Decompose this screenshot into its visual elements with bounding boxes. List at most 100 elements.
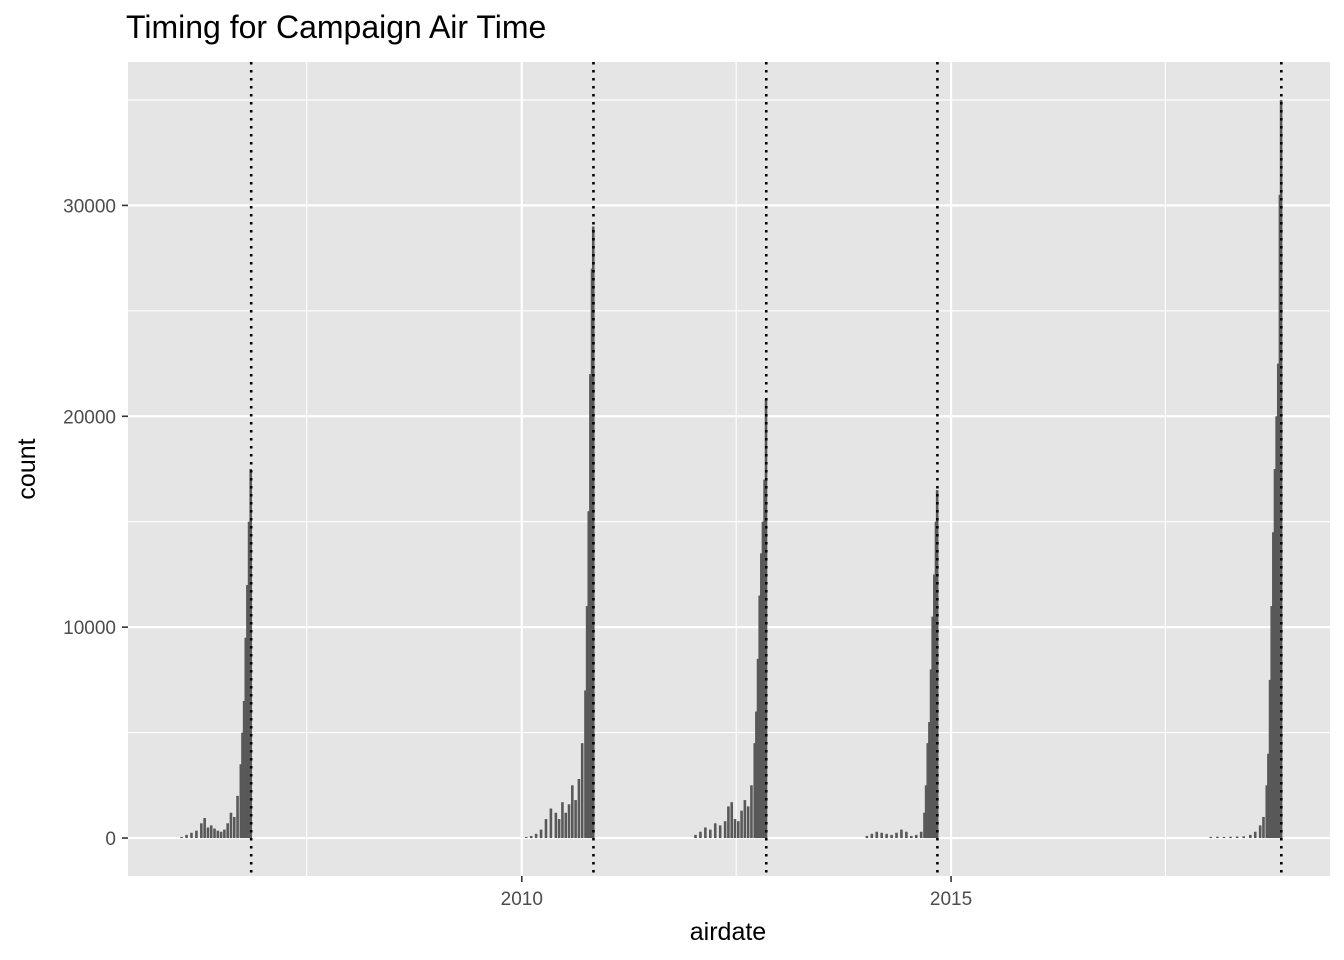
plot-panel (128, 62, 1330, 876)
bar (704, 827, 707, 839)
bar (753, 743, 757, 839)
bar (587, 511, 591, 839)
bar (1268, 679, 1272, 839)
bar (764, 399, 768, 839)
bar (694, 834, 697, 839)
y-tick-label: 0 (105, 829, 116, 850)
bar (733, 819, 737, 839)
bar (933, 574, 936, 839)
bar (740, 810, 743, 839)
bar (1262, 816, 1265, 839)
bar (1279, 99, 1283, 839)
bar (880, 832, 883, 839)
bar (730, 802, 734, 839)
bar (929, 669, 933, 839)
bar (544, 819, 548, 839)
bar (1253, 831, 1257, 839)
bar (1270, 606, 1273, 839)
bar (758, 595, 761, 839)
bar (242, 700, 246, 839)
bar (931, 616, 935, 839)
bar (226, 823, 229, 839)
minor-gridlines (128, 62, 1330, 876)
bar (924, 785, 928, 839)
bar (713, 823, 717, 839)
bar (1249, 834, 1252, 839)
bar (524, 836, 528, 839)
bar (1272, 532, 1275, 839)
bar (203, 818, 206, 839)
bar (723, 821, 727, 839)
bar (244, 637, 248, 839)
bar (890, 834, 893, 839)
bar (699, 831, 702, 839)
bar (928, 722, 931, 839)
bar (1267, 753, 1270, 839)
bar (895, 832, 898, 839)
bar (709, 829, 712, 839)
y-axis-title: count (13, 438, 41, 499)
bar (246, 584, 249, 839)
y-axis: 0 10000 20000 30000 (63, 196, 128, 850)
bar (585, 606, 589, 839)
bar (875, 831, 879, 839)
bar (900, 829, 903, 839)
bar (919, 831, 923, 839)
bar (743, 800, 747, 839)
bar (195, 830, 198, 839)
bar (1275, 416, 1278, 839)
x-axis: 2010 2015 (501, 876, 972, 910)
bar (589, 374, 592, 839)
bar (755, 711, 758, 839)
bar (223, 829, 226, 839)
bar (1229, 836, 1232, 839)
bar (718, 825, 722, 839)
bar (185, 834, 188, 839)
bar (865, 835, 869, 839)
bar (1265, 785, 1269, 839)
bar (529, 835, 533, 839)
bar (1235, 836, 1239, 839)
bar (1276, 363, 1280, 839)
bar (914, 834, 918, 839)
bar (727, 806, 730, 839)
bar (885, 833, 888, 839)
bar (219, 831, 223, 839)
bar (247, 521, 251, 839)
bar (870, 833, 874, 839)
bar (910, 835, 913, 839)
bar (1222, 836, 1226, 839)
bar (229, 812, 233, 839)
bar (567, 804, 571, 839)
y-tick-label: 30000 (63, 196, 116, 217)
bar (1242, 836, 1246, 839)
bar (206, 827, 210, 839)
bar (736, 821, 740, 839)
bar (761, 521, 765, 839)
bar (239, 764, 243, 839)
bar (905, 831, 908, 839)
bar (584, 690, 587, 839)
bar (534, 833, 538, 839)
bar (561, 802, 564, 839)
bar (760, 553, 763, 839)
bar (557, 819, 561, 839)
bar (580, 743, 584, 839)
bar (923, 812, 926, 839)
bar (554, 812, 558, 839)
bar (750, 785, 753, 839)
x-axis-title: airdate (690, 918, 766, 946)
bar (577, 778, 581, 839)
bar (249, 469, 253, 839)
bar (1216, 836, 1219, 839)
bar (209, 825, 213, 839)
y-tick-label: 20000 (63, 407, 116, 428)
bar (591, 226, 595, 839)
bar (216, 830, 220, 839)
bar (746, 806, 750, 839)
bar (926, 743, 930, 839)
bar (756, 658, 760, 839)
bar (241, 732, 244, 839)
bar (200, 823, 203, 839)
